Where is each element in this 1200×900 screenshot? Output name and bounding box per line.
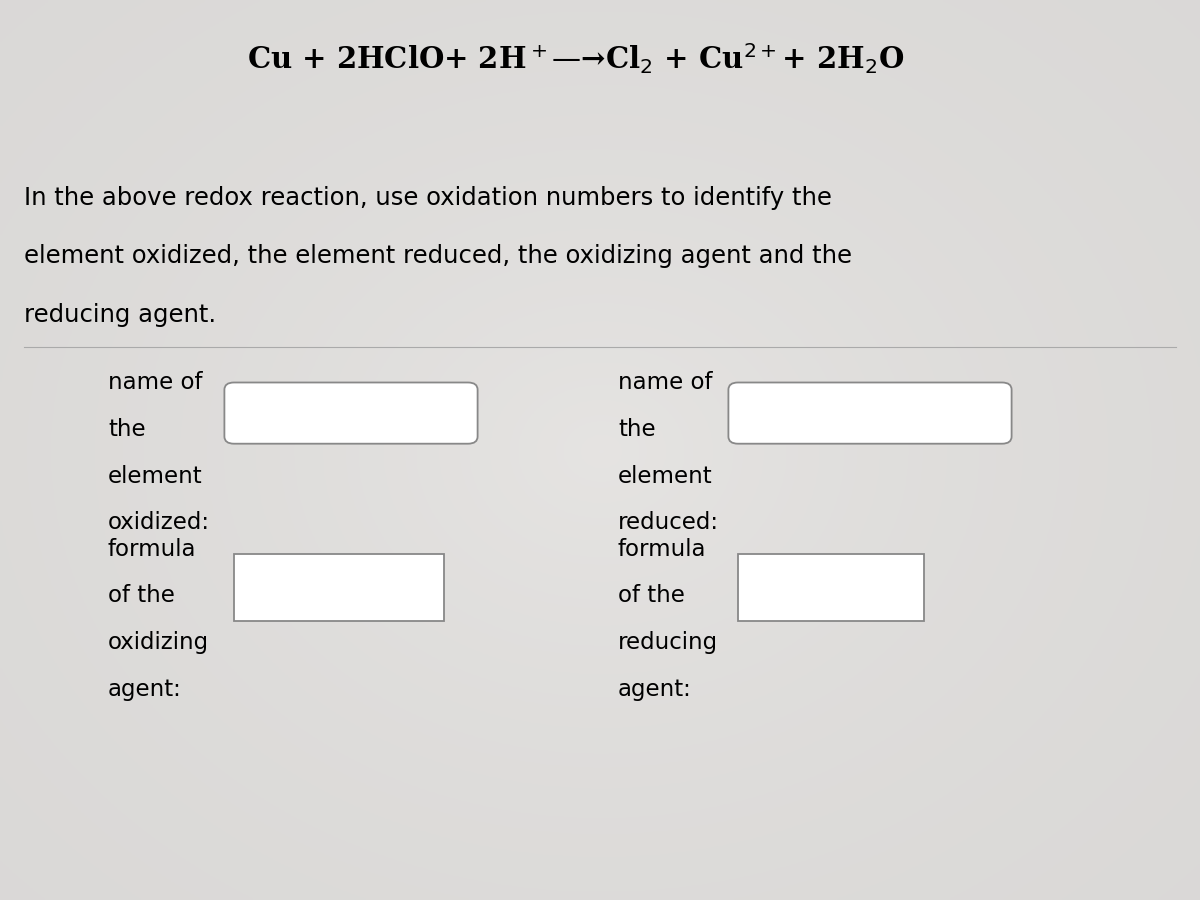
FancyBboxPatch shape — [728, 382, 1012, 444]
Text: Cu + 2HClO+ 2H$^+$—→Cl$_2$ + Cu$^{2+}$+ 2H$_2$O: Cu + 2HClO+ 2H$^+$—→Cl$_2$ + Cu$^{2+}$+ … — [247, 41, 905, 76]
Text: name of: name of — [618, 371, 713, 394]
Bar — [234, 554, 444, 621]
Text: the: the — [108, 418, 145, 441]
Text: formula: formula — [108, 537, 197, 561]
Text: the: the — [618, 418, 655, 441]
Text: element: element — [108, 464, 203, 488]
Text: reducing agent.: reducing agent. — [24, 303, 216, 327]
Text: agent:: agent: — [618, 678, 691, 701]
FancyBboxPatch shape — [224, 382, 478, 444]
Text: oxidizing: oxidizing — [108, 631, 209, 654]
Text: reduced:: reduced: — [618, 511, 719, 535]
Text: of the: of the — [618, 584, 685, 608]
Text: formula: formula — [618, 537, 707, 561]
Text: reducing: reducing — [618, 631, 718, 654]
Bar — [738, 554, 924, 621]
Text: element: element — [618, 464, 713, 488]
Text: agent:: agent: — [108, 678, 181, 701]
Text: In the above redox reaction, use oxidation numbers to identify the: In the above redox reaction, use oxidati… — [24, 186, 832, 210]
Text: of the: of the — [108, 584, 175, 608]
Text: element oxidized, the element reduced, the oxidizing agent and the: element oxidized, the element reduced, t… — [24, 245, 852, 268]
Text: name of: name of — [108, 371, 203, 394]
Text: oxidized:: oxidized: — [108, 511, 210, 535]
